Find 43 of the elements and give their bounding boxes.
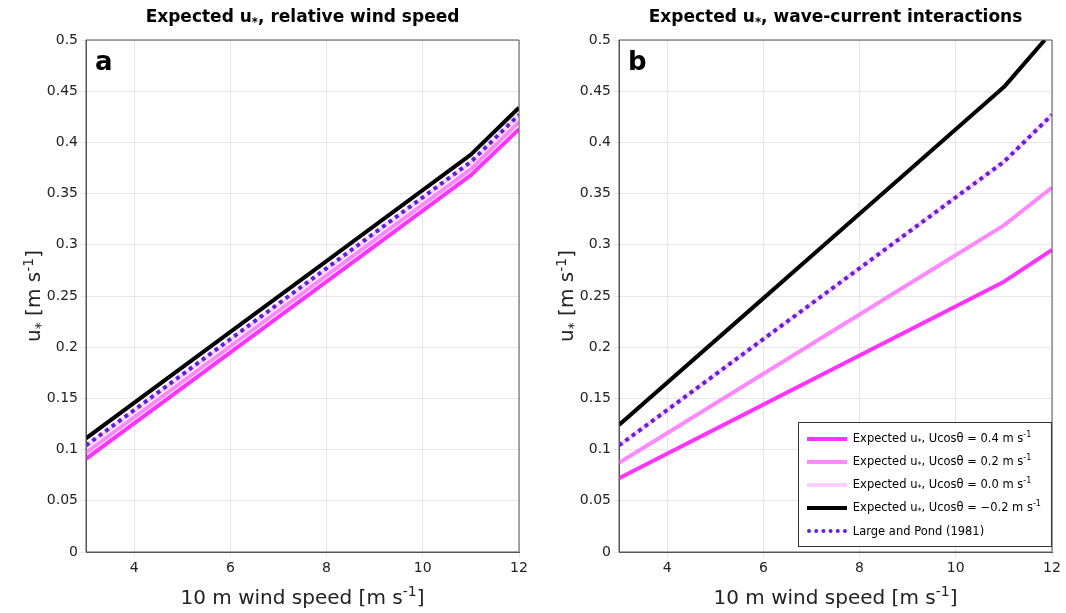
x-tick-label: 6: [758, 559, 768, 576]
y-tick-label: 0.15: [46, 389, 78, 406]
x-tick-label: 4: [129, 559, 139, 576]
y-tick-label: 0: [602, 542, 611, 559]
y-tick-label: 0.1: [588, 440, 611, 457]
y-tick-label: 0.45: [579, 81, 611, 98]
x-tick-label: 12: [510, 559, 528, 576]
y-tick-label: 0.3: [55, 235, 78, 252]
x-tick-label: 12: [1043, 559, 1061, 576]
y-tick-label: 0.1: [55, 440, 78, 457]
legend-label: Expected u$_{*}$, Ucosθ = 0.2 m s$^{-1}$: [852, 452, 1032, 471]
x-axis-title: 10 m wind speed [m s$^{-1}$]: [179, 583, 426, 609]
chart-title: Expected u$_{*}$, relative wind speed: [144, 6, 461, 30]
y-tick-label: 0.05: [579, 491, 611, 508]
x-tick-label: 4: [662, 559, 672, 576]
x-axis-title: 10 m wind speed [m s$^{-1}$]: [712, 583, 959, 609]
y-tick-label: 0.5: [588, 30, 611, 47]
x-tick-label: 8: [855, 559, 865, 576]
y-tick-label: 0.4: [55, 133, 79, 150]
y-tick-label: 0.45: [46, 81, 78, 98]
annotation: b: [628, 45, 647, 76]
legend-label: Expected u$_{*}$, Ucosθ = 0.0 m s$^{-1}$: [852, 475, 1032, 494]
y-tick-label: 0.4: [588, 133, 612, 150]
y-tick-label: 0.15: [579, 389, 611, 406]
y-tick-label: 0.35: [46, 184, 78, 201]
y-tick-label: 0: [69, 542, 78, 559]
y-tick-label: 0.3: [588, 235, 611, 252]
y-tick-label: 0.35: [579, 184, 611, 201]
legend-label: Expected u$_{*}$, Ucosθ = −0.2 m s$^{-1}$: [852, 498, 1041, 517]
x-tick-label: 10: [946, 559, 965, 576]
y-tick-label: 0.05: [46, 491, 78, 508]
y-tick-label: 0.2: [55, 337, 78, 354]
legend-label: Expected u$_{*}$, Ucosθ = 0.4 m s$^{-1}$: [852, 429, 1032, 448]
x-tick-label: 6: [225, 559, 235, 576]
y-tick-label: 0.25: [46, 286, 78, 303]
annotation: a: [95, 45, 113, 76]
chart-title: Expected u$_{*}$, wave-current interactions: [647, 6, 1024, 30]
y-tick-label: 0.25: [579, 286, 611, 303]
y-tick-label: 0.2: [588, 337, 611, 354]
legend-label: Large and Pond (1981): [852, 523, 985, 538]
x-tick-label: 8: [322, 559, 332, 576]
x-tick-label: 10: [413, 559, 432, 576]
y-tick-label: 0.5: [55, 30, 78, 47]
